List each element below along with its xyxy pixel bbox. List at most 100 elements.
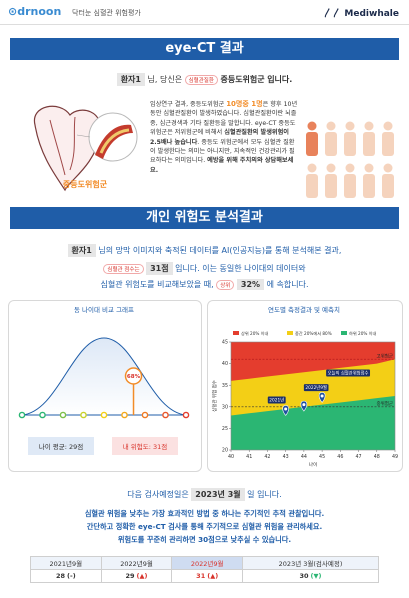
pointer — [76, 134, 91, 138]
y-tick-label: 25 — [222, 426, 228, 432]
comparison-chart: 동 나이대 비교 그래프 나이 평균: 29점 내 위험도: 31점 68% — [18, 305, 190, 455]
badge: 심혈관 점수는 — [103, 264, 144, 274]
pin-dot — [284, 407, 288, 411]
score: 28 — [55, 572, 66, 580]
text: 입니다. — [267, 75, 293, 84]
trend: (-) — [67, 572, 76, 580]
y-tick-label: 45 — [222, 340, 228, 346]
trend: (▲) — [136, 572, 148, 580]
pin-dot — [320, 394, 324, 398]
person-head — [364, 121, 374, 131]
callout-label: 2021년 — [269, 396, 284, 403]
vessel — [49, 116, 76, 176]
x-tick-label: 42 — [264, 454, 270, 460]
chart-title: 동 나이대 비교 그래프 — [74, 305, 134, 314]
score: 31 — [196, 572, 206, 580]
text: 에 속합니다. — [266, 280, 309, 289]
legend-swatch — [287, 331, 293, 335]
scale-dot — [121, 411, 128, 419]
scale-dot — [141, 411, 149, 419]
score-cell: 29 (▲) — [100, 569, 173, 583]
section-banner: eye-CT 결과 — [10, 38, 399, 60]
header-row: 2021년9월 2022년9월 2022년9월 2023년 3월(검사예정) — [30, 556, 379, 570]
person-body — [363, 132, 375, 156]
legend-swatch — [341, 331, 347, 335]
scale-dot — [80, 411, 87, 419]
patient-name: 환자1 — [116, 73, 145, 86]
x-tick-label: 44 — [301, 454, 307, 460]
point-pin — [300, 400, 308, 412]
people-icons — [306, 121, 394, 198]
bell-curve — [21, 337, 187, 416]
callout-box — [303, 384, 329, 392]
scale-dot — [162, 411, 169, 419]
next-exam: 다음 검사예정일은 2023년 3월 일 입니다. — [0, 488, 409, 501]
header-cell: 2022년9월 — [100, 556, 173, 570]
text: 입니다. 이는 동일한 나이대의 데이터와 — [175, 264, 306, 273]
x-axis-label: 나이 — [309, 461, 318, 468]
badge: 상위 — [216, 280, 235, 290]
text: 임상연구 결과, 중등도위험군 — [150, 101, 227, 108]
trend: (▲) — [207, 572, 219, 580]
score-row: 28 (-) 29 (▲) 31 (▲) 30 (▼) — [30, 569, 379, 583]
x-tick-label: 46 — [337, 454, 343, 460]
x-tick-label: 41 — [246, 454, 252, 460]
scale-dot — [18, 411, 26, 419]
text: 님의 망막 이미지와 축적된 데이터를 AI(인공지능)를 통해 분석해본 결과… — [98, 246, 342, 255]
text: 일 입니다. — [247, 490, 282, 499]
y-tick-label: 35 — [222, 383, 228, 389]
y-axis-label: 심혈관 위험 점수 — [211, 380, 218, 412]
reference-label: 중위험군 — [376, 400, 393, 407]
y-tick-label: 20 — [222, 448, 228, 454]
legend-label: 상위 20% 이내 — [241, 330, 269, 337]
callout-box — [267, 396, 286, 404]
divider — [0, 24, 409, 25]
text: 님, 당신은 — [147, 75, 183, 84]
header-cell: 2023년 3월(검사예정) — [242, 556, 379, 570]
band-area — [231, 396, 395, 450]
point-pin — [282, 405, 289, 416]
section-banner: 개인 위험도 분석결과 — [10, 207, 399, 229]
score-cell: 28 (-) — [30, 569, 102, 583]
point-pin — [318, 392, 326, 403]
person-body — [325, 174, 337, 198]
scale-dot — [182, 411, 190, 419]
y-tick-label: 40 — [222, 361, 228, 367]
risk-group: 중등도위험군 — [220, 75, 265, 84]
advice-line: 심혈관 위험을 낮추는 가장 효과적인 방법 중 하나는 주기적인 추적 관찰입… — [84, 509, 325, 518]
text: 심혈관 위험도를 비교해보았을 때, — [100, 280, 214, 289]
callout-label: 2022년9월 — [305, 384, 327, 391]
x-tick-label: 43 — [283, 454, 289, 460]
scale-dot — [39, 411, 46, 419]
person-body — [344, 132, 356, 156]
person-body — [344, 174, 356, 198]
highlight: 10명중 1명 — [226, 100, 263, 108]
brand-text: Mediwhale — [344, 9, 399, 19]
brand: 〳〳 Mediwhale — [323, 9, 399, 19]
x-tick-label: 45 — [319, 454, 325, 460]
legend-label: 하위 20% 이내 — [349, 330, 377, 337]
legend-label: 중간 20%에서 80% — [295, 330, 332, 337]
person-head — [326, 163, 336, 173]
y-tick-label: 30 — [222, 404, 228, 410]
mine-label: 내 위험도: 31점 — [123, 442, 168, 451]
analysis-line: 심혈관 위험도를 비교해보았을 때, 상위 32% 에 속합니다. — [0, 279, 409, 290]
percentile: 32% — [236, 279, 265, 290]
x-tick-label: 47 — [356, 454, 362, 460]
person-head — [383, 121, 393, 131]
highlight: 심혈관질환의 발생위험이 2.5배나 높습니다 — [150, 129, 289, 146]
person-head — [307, 163, 317, 173]
average-label: 나이 평균: 29점 — [39, 442, 84, 451]
advice: 심혈관 위험을 낮추는 가장 효과적인 방법 중 하나는 주기적인 추적 관찰입… — [0, 507, 409, 546]
analysis-line: 환자1 님의 망막 이미지와 축적된 데이터를 AI(인공지능)를 통해 분석해… — [0, 244, 409, 257]
artery — [95, 124, 133, 159]
callout-label: 오늘의 심혈관위험점수 — [328, 369, 369, 376]
history-table: 2021년9월 2022년9월 2022년9월 2023년 3월(검사예정) 28 (-… — [30, 556, 379, 583]
x-tick-label: 48 — [374, 454, 380, 460]
person-head — [383, 163, 393, 173]
label-box — [112, 437, 178, 455]
result-line: 환자1 님, 당신은 심혈관질환 중등도위험군 입니다. — [0, 73, 409, 86]
text: . 중등도 위험군에서 모두 심혈관 질환이 발생한다는 의미는 아니지만, 지… — [150, 138, 295, 165]
person-body — [306, 174, 318, 198]
